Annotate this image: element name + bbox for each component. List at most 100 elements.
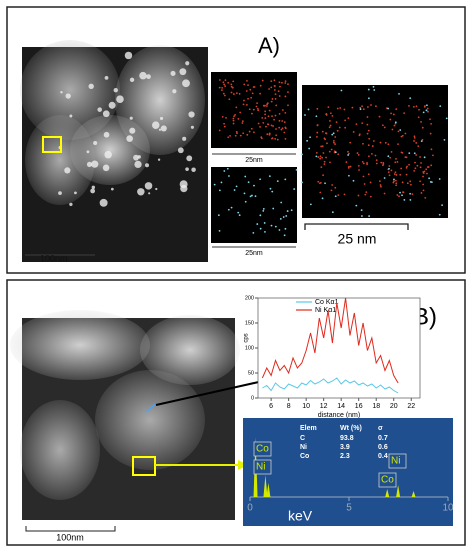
particle <box>86 150 90 154</box>
peak-label: Ni <box>391 456 400 467</box>
map-dot <box>251 112 253 115</box>
map-dot <box>393 178 395 181</box>
map-dot <box>218 229 221 232</box>
map-dot <box>269 187 272 190</box>
map-dot <box>334 195 337 198</box>
map-dot <box>270 100 273 103</box>
map-dot <box>287 83 289 86</box>
map-dot <box>394 179 397 182</box>
map-dot <box>337 153 340 156</box>
map-dot <box>262 208 265 210</box>
scale-bar <box>25 526 116 532</box>
map-dot <box>220 181 223 184</box>
x-tick-label: 0 <box>247 503 253 514</box>
map-dot <box>378 180 381 183</box>
map-dot <box>328 150 331 153</box>
roi-box <box>42 136 62 153</box>
map-dot <box>414 161 416 164</box>
map-dot <box>218 86 221 89</box>
map-dot <box>356 152 359 154</box>
scale-label: 25nm <box>245 250 263 257</box>
map-dot <box>388 165 391 167</box>
map-dot <box>223 83 226 86</box>
map-dot <box>378 115 381 118</box>
map-dot <box>256 223 259 225</box>
particle <box>86 161 93 168</box>
map-dot <box>375 159 378 162</box>
map-dot <box>287 91 289 93</box>
map-dot <box>233 189 236 191</box>
peak-label-box <box>253 441 272 457</box>
map-dot <box>422 172 425 175</box>
map-dot <box>406 165 408 168</box>
map-dot <box>242 103 245 106</box>
map-dot <box>256 102 258 105</box>
map-dot <box>274 85 276 87</box>
map-dot <box>243 99 245 102</box>
map-dot <box>257 122 260 125</box>
map-dot <box>244 200 247 203</box>
particle <box>69 114 73 118</box>
map-dot <box>262 210 265 212</box>
map-dot <box>421 126 424 129</box>
map-dot <box>365 191 368 194</box>
map-dot <box>221 86 224 89</box>
particle <box>186 155 193 162</box>
peak <box>396 485 401 497</box>
map-dot <box>393 124 396 127</box>
map-dot <box>272 207 275 210</box>
map-dot <box>406 182 409 185</box>
map-dot <box>274 225 277 228</box>
peak-label-box <box>253 459 272 475</box>
map-dot <box>320 181 322 184</box>
map-dot <box>227 81 230 84</box>
map-dot <box>284 178 287 181</box>
map-dot <box>358 134 361 137</box>
map-dot <box>405 156 408 159</box>
map-dot <box>343 108 346 111</box>
map-dot <box>332 139 335 142</box>
map-dot <box>222 92 225 95</box>
map-dot <box>375 105 377 108</box>
map-dot <box>394 121 397 124</box>
map-dot <box>362 142 364 145</box>
map-dot <box>280 81 283 84</box>
map-dot <box>413 152 416 155</box>
map-dots <box>213 79 448 237</box>
map-dot <box>253 184 255 187</box>
particle <box>155 187 158 191</box>
map-dot <box>280 128 283 131</box>
map-dot <box>348 165 350 168</box>
map-dot <box>396 194 399 196</box>
x-tick-label: 8 <box>287 403 291 410</box>
x-tick-label: 22 <box>407 403 415 410</box>
map-dot <box>360 209 363 212</box>
map-dot <box>423 105 426 108</box>
map-dot <box>398 92 400 95</box>
map-dot <box>364 193 367 196</box>
map-dot <box>322 152 325 154</box>
map-dot <box>382 163 385 165</box>
map-dot <box>367 106 369 108</box>
map-dot <box>225 116 227 119</box>
map-dot <box>315 115 318 118</box>
map-dot <box>362 162 365 165</box>
map-dot <box>420 121 422 123</box>
map-dot <box>309 136 312 139</box>
map-dot <box>287 104 289 107</box>
particle <box>129 116 133 120</box>
map-dot <box>263 222 266 224</box>
map-dot <box>426 104 428 107</box>
x-tick-label: 5 <box>346 503 352 514</box>
map-dot <box>370 152 373 155</box>
map-dot <box>319 157 322 160</box>
map-dot <box>248 108 251 111</box>
map-dot <box>320 166 323 169</box>
map-dot <box>334 136 337 138</box>
map-dot <box>315 155 318 158</box>
map-dot <box>438 213 441 216</box>
map-dot <box>235 185 238 188</box>
map-dot <box>238 214 241 217</box>
map-dot <box>374 154 377 157</box>
map-dot <box>279 85 281 88</box>
